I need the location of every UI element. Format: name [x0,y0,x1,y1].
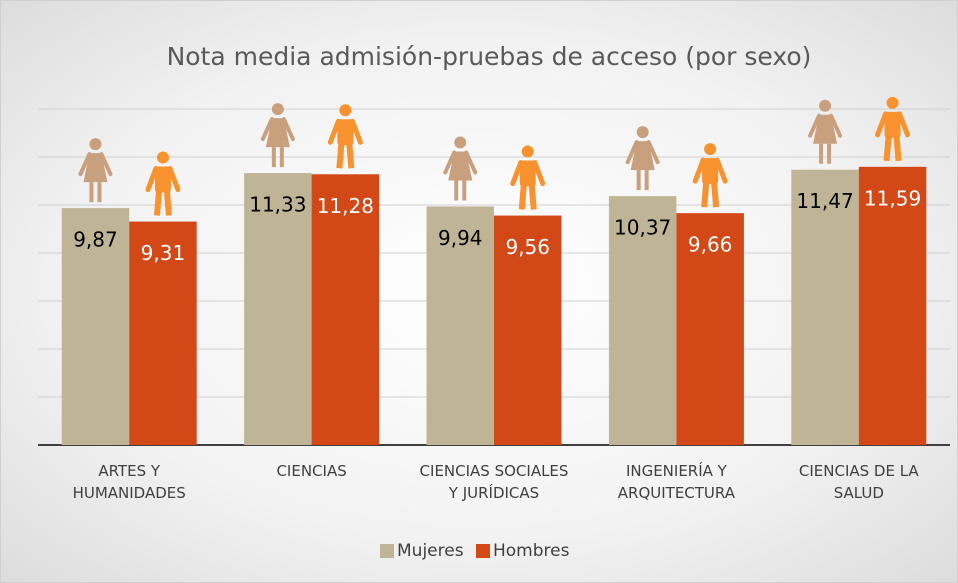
icon-body [154,166,171,193]
bar [311,174,380,445]
icon-head [454,136,467,149]
bar [244,173,312,445]
legend-label: Mujeres [397,541,464,561]
bar [608,196,677,445]
icon-body [519,160,536,187]
person-icon [145,151,181,216]
legend-swatch [476,544,490,558]
data-label: 9,87 [73,228,118,252]
bar [426,206,494,445]
icon-body [337,119,354,146]
icon-legs [336,144,355,169]
data-label: 11,28 [317,194,374,218]
icon-arms [875,111,911,138]
icon-legs [636,170,649,191]
data-label: 9,56 [505,235,550,259]
data-label: 11,47 [796,189,853,213]
legend-label: Hombres [493,541,570,561]
data-label: 10,37 [614,216,671,240]
icon-legs [819,143,832,164]
data-label: 9,94 [438,226,483,250]
legend-swatch [380,544,394,558]
icon-dress [813,114,838,144]
icon-head [819,99,832,112]
person-icon [875,96,911,162]
icon-arms [260,117,295,142]
person-icon [327,104,363,169]
person-icon [510,145,546,210]
icon-arms [145,166,181,193]
icon-dress [265,118,290,148]
legend-item: Hombres [476,541,569,561]
icon-arms [808,113,843,138]
bar [676,213,744,445]
x-tick-label: ARTES Y HUMANIDADES [72,462,186,502]
x-tick-label: CIENCIAS SOCIALES Y JURÍDICAS [419,462,569,502]
icon-legs [518,185,537,210]
icon-dress [83,153,108,183]
person-icon [260,103,295,168]
icon-arms [510,160,546,187]
x-tick-label: INGENIERÍA Y ARQUITECTURA [617,462,735,502]
icon-body [884,111,901,138]
chart-title: Nota media admisión-pruebas de acceso (p… [167,42,812,71]
icon-legs [701,182,720,208]
person-icon [443,136,478,201]
icon-head [339,104,352,117]
icon-arms [78,152,113,177]
icon-legs [883,136,902,162]
icon-head [704,143,717,156]
bar [494,215,562,445]
data-label: 11,33 [249,193,306,217]
icon-arms [692,157,728,184]
data-label: 9,66 [688,233,733,257]
icon-legs [271,147,284,168]
bar [791,169,859,445]
icon-head [636,126,649,139]
icon-body [702,158,719,185]
x-tick-label: CIENCIAS [276,462,347,480]
bar [858,166,927,445]
icon-arms [625,140,660,165]
bar [61,208,130,445]
icon-head [89,138,102,151]
legend-item: Mujeres [380,541,464,561]
icon-head [271,103,284,116]
icon-head [156,151,169,164]
person-icon [625,126,660,191]
x-tick-label: CIENCIAS DE LA SALUD [798,462,919,502]
icon-dress [630,141,655,171]
bar [129,221,197,445]
icon-head [521,145,534,158]
data-label: 11,59 [864,186,921,210]
icon-arms [443,150,478,175]
icon-legs [454,180,467,201]
icon-arms [327,118,363,145]
icon-legs [153,191,172,216]
data-label: 9,31 [141,241,186,265]
icon-dress [448,151,473,181]
icon-legs [89,182,102,203]
person-icon [692,143,728,208]
person-icon [808,99,843,164]
icon-head [886,96,899,109]
person-icon [78,138,113,203]
